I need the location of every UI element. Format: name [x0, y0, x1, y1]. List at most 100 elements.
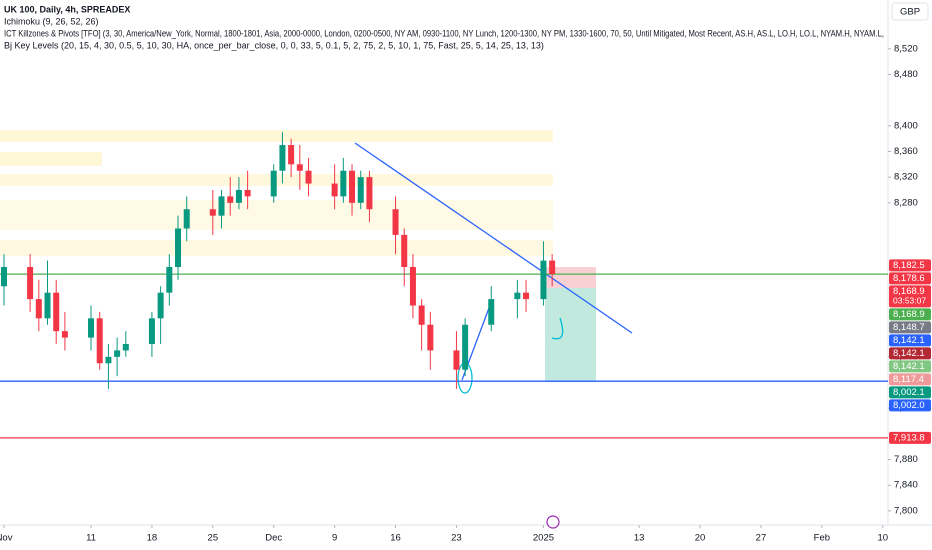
price-tag	[889, 334, 931, 347]
candle-body	[35, 299, 42, 319]
candle-body	[235, 189, 242, 203]
candle-body	[183, 209, 190, 229]
candle-body	[1, 266, 8, 287]
candle-body	[401, 234, 408, 267]
price-tag	[889, 347, 931, 360]
y-tick-label: 8,520	[894, 43, 918, 54]
x-tick-label: Feb	[814, 533, 830, 544]
price-tag-label: 7,913.8	[893, 432, 925, 443]
x-tick-label: 25	[208, 533, 219, 544]
candle-body	[488, 299, 495, 325]
zone	[0, 200, 553, 230]
candle-body	[349, 170, 356, 203]
candle-body	[157, 292, 164, 319]
x-tick-label: 10	[877, 533, 888, 544]
x-tick-label: 9	[332, 533, 337, 544]
candle-body	[96, 318, 103, 364]
candle-body	[288, 145, 295, 165]
candle-body	[209, 209, 216, 216]
trendline	[354, 142, 633, 334]
x-tick-label: 13	[634, 533, 645, 544]
candle-body	[418, 305, 425, 325]
price-tag	[889, 308, 931, 321]
y-tick-label: 7,880	[894, 454, 918, 465]
x-tick-label: 23	[451, 533, 462, 544]
candle-body	[540, 260, 547, 300]
price-tag	[889, 321, 931, 334]
price-tag-label: 8,178.6	[893, 273, 925, 284]
candle-body	[270, 170, 277, 197]
drawing	[551, 317, 564, 340]
candle-body	[61, 331, 68, 338]
price-tag	[889, 285, 931, 308]
y-tick-label: 8,480	[894, 69, 918, 80]
y-tick-label: 8,360	[894, 146, 918, 157]
price-tag-label: 8,142.1	[893, 335, 925, 346]
candle-body	[44, 292, 51, 319]
x-tick-label: 18	[147, 533, 158, 544]
candle-body	[114, 350, 121, 357]
candle-body	[331, 183, 338, 197]
price-tag	[889, 373, 931, 386]
x-tick-label: 27	[756, 533, 767, 544]
price-tag	[889, 399, 931, 412]
price-tag-label: 8,142.1	[893, 361, 925, 372]
price-tag	[889, 386, 931, 399]
price-tag-label: 8,002.1	[893, 387, 925, 398]
candle-body	[340, 170, 347, 197]
candle-body	[305, 170, 312, 184]
indicator-label: Ichimoku (9, 26, 52, 26)	[4, 16, 99, 26]
price-tag-label: 8,002.0	[893, 400, 925, 411]
price-tag-label: 8,148.7	[893, 322, 925, 333]
price-tag-label: 8,142.1	[893, 348, 925, 359]
candle-body	[175, 228, 182, 267]
candle-body	[279, 145, 286, 171]
currency-button[interactable]	[891, 2, 929, 21]
candle-body	[523, 292, 530, 300]
price-tag-label: 8,117.4	[893, 374, 924, 385]
x-tick-label: 16	[390, 533, 401, 544]
y-tick-label: 7,840	[894, 480, 918, 491]
candle-body	[453, 350, 460, 370]
indicator-label: ICT Killzones & Pivots [TFO] (3, 30, Ame…	[4, 28, 884, 38]
candle-body	[27, 266, 34, 300]
price-tag	[889, 259, 931, 272]
candle-body	[88, 318, 95, 338]
candle-body	[427, 324, 434, 351]
chart-title: UK 100, Daily, 4h, SPREADEX	[4, 4, 130, 14]
x-tick-label: Nov	[0, 533, 13, 544]
price-tag-label: 8,182.5	[893, 260, 925, 271]
candle-body	[549, 260, 556, 275]
target-zone	[545, 288, 596, 382]
candle-body	[227, 196, 234, 203]
candle-body	[53, 292, 60, 332]
candle-body	[392, 209, 399, 235]
currency-label[interactable]: GBP	[900, 7, 920, 18]
candle-body	[296, 164, 303, 171]
price-tag	[889, 431, 931, 444]
candle-body	[357, 177, 364, 203]
event-icon[interactable]	[546, 515, 560, 529]
y-tick-label: 8,280	[894, 197, 918, 208]
y-tick-label: 8,320	[894, 172, 918, 183]
zone	[0, 130, 553, 142]
x-tick-label: Dec	[265, 533, 282, 544]
candle-body	[218, 196, 225, 216]
price-tag	[889, 360, 931, 373]
candle-body	[166, 266, 173, 293]
candle-body	[366, 177, 373, 210]
countdown: 03:53:07	[893, 296, 926, 306]
candle-body	[122, 344, 129, 351]
zone	[0, 240, 553, 256]
price-tag-label: 8,168.9	[893, 309, 925, 320]
zone	[0, 152, 102, 166]
candle-body	[462, 324, 469, 370]
price-tag-label: 8,168.9	[893, 286, 925, 297]
y-tick-label: 8,400	[894, 120, 918, 131]
x-tick-label: 11	[86, 533, 96, 544]
x-tick-label: 20	[695, 533, 706, 544]
candle-body	[148, 318, 155, 345]
